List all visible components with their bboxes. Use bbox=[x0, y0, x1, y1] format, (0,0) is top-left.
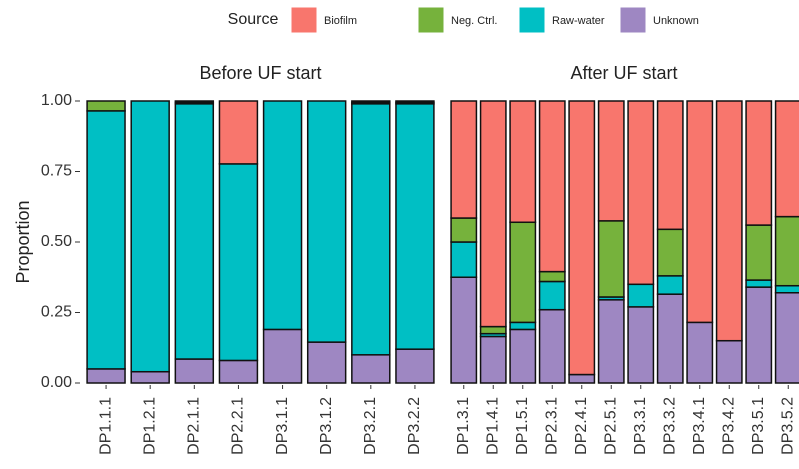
x-tick-label: DP2.5.1 bbox=[602, 397, 619, 455]
bar-segment bbox=[656, 100, 684, 231]
x-tick-label: DP3.4.2 bbox=[720, 397, 737, 455]
x-tick-label: DP3.1.1 bbox=[274, 397, 291, 455]
legend-title: Source bbox=[228, 11, 279, 28]
bar-segment bbox=[509, 100, 537, 224]
facet-title: Before UF start bbox=[199, 63, 321, 83]
bar-segment bbox=[627, 306, 655, 384]
y-axis-label: Proportion bbox=[13, 200, 33, 283]
bar-segment bbox=[479, 100, 507, 328]
bar-segment bbox=[686, 321, 714, 384]
bar-segment bbox=[656, 275, 684, 295]
x-tick-label: DP1.3.1 bbox=[455, 397, 472, 455]
bar-segment bbox=[715, 100, 743, 342]
legend-key bbox=[619, 6, 647, 34]
bar-segment bbox=[745, 224, 773, 281]
bar-segment bbox=[395, 103, 435, 350]
bar-segment bbox=[509, 321, 537, 331]
legend-key bbox=[290, 6, 318, 34]
x-tick-label: DP3.5.2 bbox=[779, 397, 796, 455]
bar-segment bbox=[597, 299, 625, 384]
y-tick-label: 0.25 bbox=[41, 304, 72, 321]
bar-segment bbox=[509, 328, 537, 384]
y-tick-label: 1.00 bbox=[41, 92, 72, 109]
x-tick-label: DP1.1.1 bbox=[97, 397, 114, 455]
bar-segment bbox=[774, 284, 799, 294]
bar-segment bbox=[351, 100, 391, 104]
bar-segment bbox=[174, 103, 215, 360]
facet-title: After UF start bbox=[570, 63, 677, 83]
legend-label: Unknown bbox=[653, 15, 699, 27]
bar-segment bbox=[218, 359, 259, 384]
legend-key bbox=[518, 6, 546, 34]
x-tick-label: DP2.3.1 bbox=[543, 397, 560, 455]
bar-segment bbox=[538, 270, 566, 283]
bar-segment bbox=[715, 339, 743, 384]
bar-segment bbox=[450, 100, 478, 219]
bar-segment bbox=[538, 280, 566, 311]
bar-segment bbox=[627, 100, 655, 286]
bar-segment bbox=[686, 100, 714, 324]
bar-segment bbox=[86, 100, 126, 112]
bar-segment bbox=[351, 354, 391, 384]
x-tick-label: DP3.4.1 bbox=[691, 397, 708, 455]
bar-segment bbox=[130, 100, 170, 373]
bar-segment bbox=[479, 335, 507, 384]
bar-segment bbox=[774, 215, 799, 287]
bar-segment bbox=[395, 100, 435, 104]
y-tick-label: 0.50 bbox=[41, 233, 72, 250]
bar-segment bbox=[450, 241, 478, 278]
legend-label: Biofilm bbox=[324, 15, 357, 27]
bar-segment bbox=[86, 368, 126, 384]
bar-segment bbox=[597, 100, 625, 222]
bar-segment bbox=[450, 217, 478, 243]
bar-segment bbox=[597, 220, 625, 298]
x-tick-label: DP3.2.1 bbox=[362, 397, 379, 455]
bar-segment bbox=[86, 110, 126, 370]
legend-label: Neg. Ctrl. bbox=[451, 15, 497, 27]
bar-segment bbox=[306, 341, 347, 384]
bar-segment bbox=[479, 325, 507, 335]
x-tick-label: DP3.5.1 bbox=[750, 397, 767, 455]
bar-segment bbox=[627, 283, 655, 308]
bar-segment bbox=[745, 100, 773, 226]
bar-segment bbox=[218, 163, 259, 362]
bar-segment bbox=[174, 358, 215, 384]
legend-label: Raw-water bbox=[552, 15, 605, 27]
bar-segment bbox=[262, 328, 303, 384]
bar-segment bbox=[262, 100, 303, 331]
x-tick-label: DP2.2.1 bbox=[230, 397, 247, 455]
bar-segment bbox=[306, 100, 347, 343]
bar-segment bbox=[774, 292, 799, 384]
bar-segment bbox=[351, 103, 391, 356]
x-tick-label: DP2.1.1 bbox=[186, 397, 203, 455]
x-tick-label: DP3.3.1 bbox=[632, 397, 649, 455]
bar-segment bbox=[538, 100, 566, 273]
x-tick-label: DP3.2.2 bbox=[406, 397, 423, 455]
x-tick-label: DP1.2.1 bbox=[141, 397, 158, 455]
x-tick-label: DP1.5.1 bbox=[514, 397, 531, 455]
bar-segment bbox=[745, 279, 773, 288]
bar-segment bbox=[174, 100, 215, 104]
bar-segment bbox=[656, 228, 684, 277]
x-tick-label: DP3.3.2 bbox=[661, 397, 678, 455]
y-tick-label: 0.00 bbox=[41, 374, 72, 391]
bar-segment bbox=[218, 100, 259, 165]
bar-segment bbox=[450, 276, 478, 384]
legend-key bbox=[417, 6, 445, 34]
bar-segment bbox=[568, 100, 596, 376]
bar-segment bbox=[509, 221, 537, 324]
x-tick-label: DP2.4.1 bbox=[573, 397, 590, 455]
x-tick-label: DP1.4.1 bbox=[484, 397, 501, 455]
bar-segment bbox=[538, 308, 566, 384]
bar-segment bbox=[774, 100, 799, 218]
y-tick-label: 0.75 bbox=[41, 163, 72, 180]
bar-segment bbox=[656, 293, 684, 384]
bar-segment bbox=[130, 370, 170, 384]
bar-segment bbox=[568, 373, 596, 384]
bar-segment bbox=[395, 348, 435, 384]
x-tick-label: DP3.1.2 bbox=[318, 397, 335, 455]
bar-segment bbox=[745, 286, 773, 384]
